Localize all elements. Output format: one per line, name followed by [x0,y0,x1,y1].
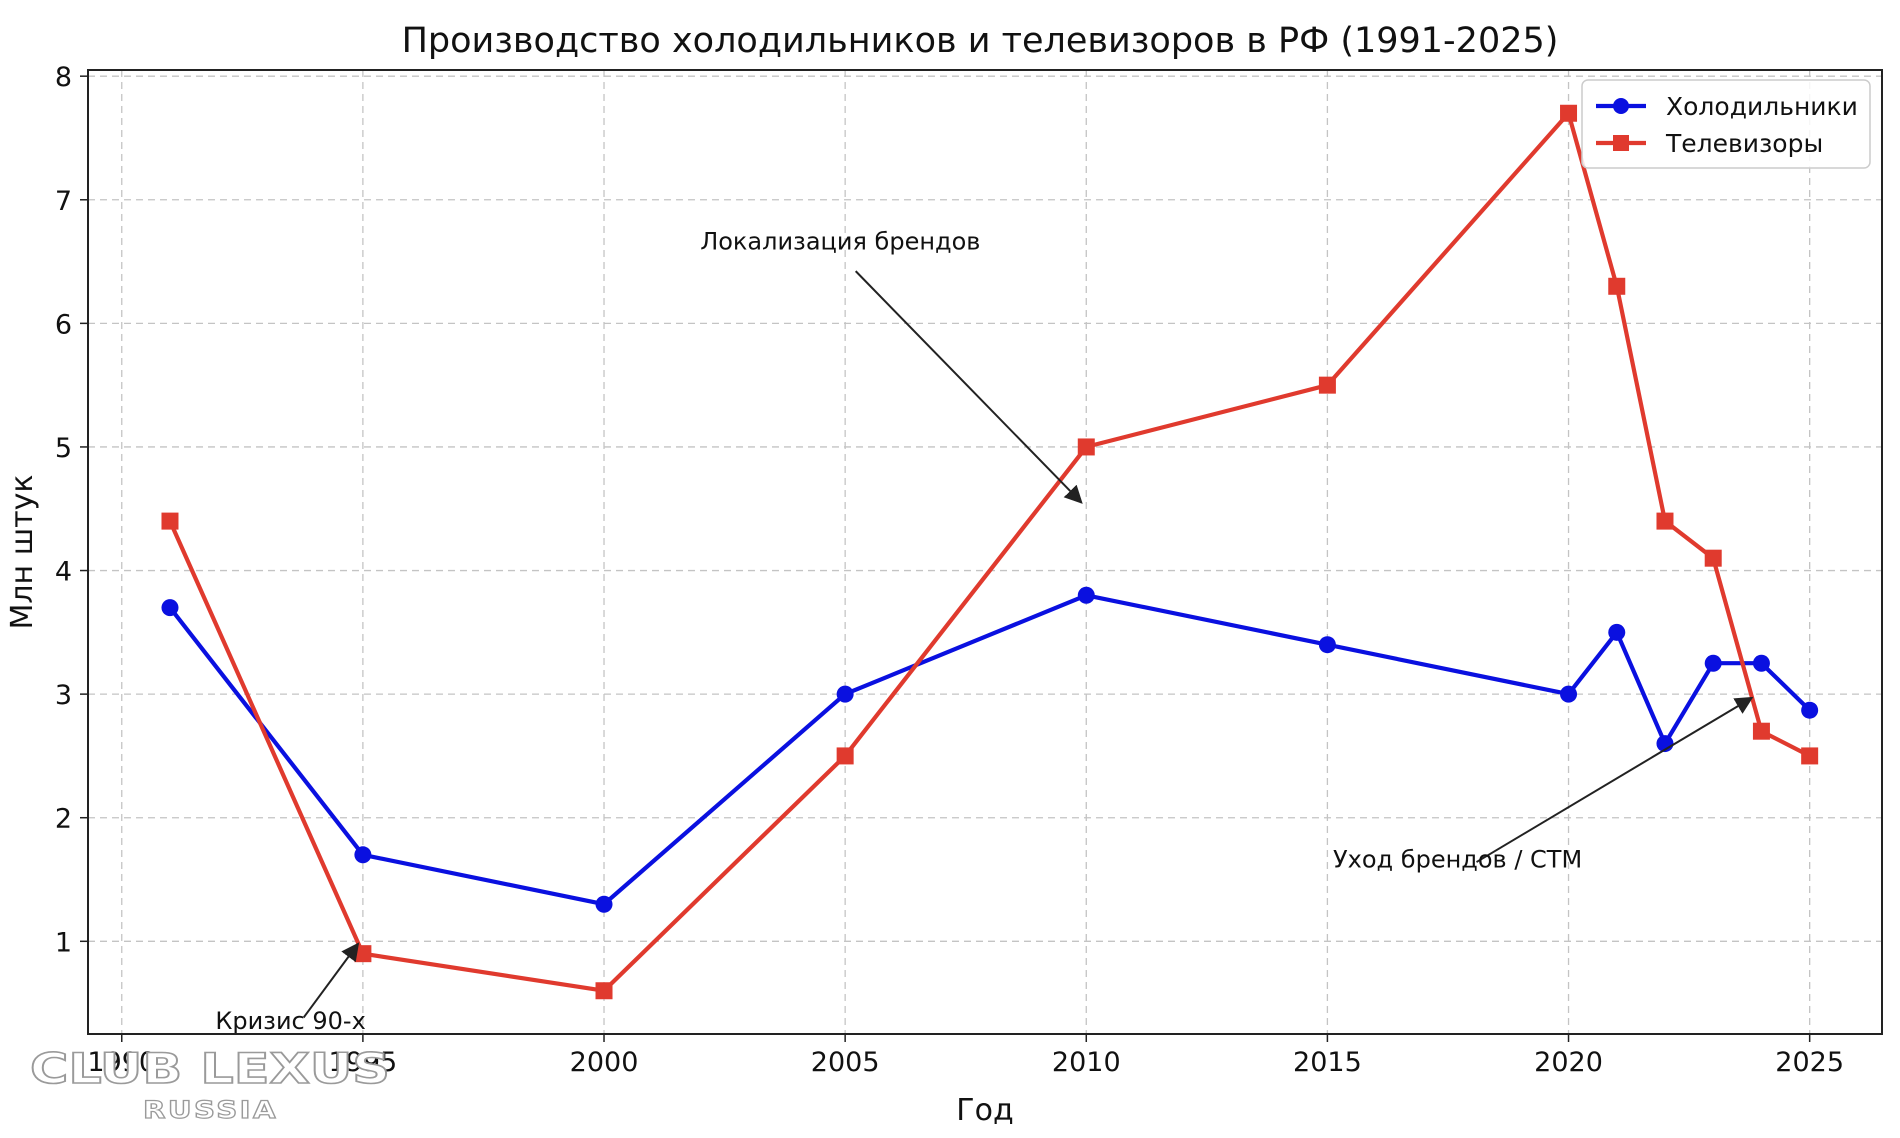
data-point [1560,685,1578,703]
annotation-arrow [1475,696,1754,863]
y-tick-label: 5 [55,433,72,464]
watermark-logo: CLUB LEXUS RUSSIA [29,1043,391,1124]
data-point [1801,747,1819,765]
data-point [1077,438,1095,456]
data-point [1318,636,1336,654]
legend-box [1581,79,1871,169]
annotation-label: Уход брендов / СТМ [1333,845,1582,873]
ticks-group: 1990 1995 2000 2005 2010 2015 2020 2025 1 2 3 4 5 6 7 8 [55,62,1844,1078]
data-point [595,982,613,1000]
data-point [1801,701,1819,719]
x-tick-label: 2000 [570,1047,639,1078]
legend-marker [1613,98,1629,114]
data-point [1560,104,1578,122]
legend-label: Телевизоры [1665,129,1823,158]
annotation-label: Локализация брендов [700,227,980,255]
y-axis-label: Млн штук [5,474,40,629]
y-tick-label: 3 [55,680,72,711]
data-point [595,895,613,913]
data-point [836,685,854,703]
annotation-arrow [854,270,1083,504]
data-point [1704,549,1722,567]
annotation-arrow [302,942,360,1019]
watermark-sub: RUSSIA [143,1096,278,1124]
data-point [1704,654,1722,672]
data-point [1608,277,1626,295]
data-point [1656,512,1674,530]
y-tick-label: 2 [55,804,72,835]
data-point [1608,623,1626,641]
legend: Холодильники Телевизоры [1581,79,1871,169]
annotations-group: Локализация брендов Уход брендов / СТМ Кри… [215,227,1754,1035]
data-point [836,747,854,765]
watermark-main: CLUB LEXUS [30,1044,390,1093]
data-point [161,599,179,617]
x-tick-label: 2015 [1293,1047,1362,1078]
data-point [1077,586,1095,604]
y-tick-label: 7 [55,186,72,217]
x-tick-label: 1995 [329,1047,398,1078]
data-point [1318,376,1336,394]
legend-label: Холодильники [1666,92,1858,121]
y-tick-label: 1 [55,927,72,958]
x-tick-label: 1990 [87,1047,156,1078]
legend-marker [1613,135,1629,151]
data-point [354,945,372,963]
x-tick-label: 2005 [811,1047,880,1078]
series-group [161,104,1819,1000]
x-axis-label: Год [956,1093,1013,1128]
data-point [1752,654,1770,672]
data-point [1752,722,1770,740]
chart-title: Производство холодильников и телевизоров… [402,21,1559,61]
grid [88,70,1882,1034]
annotation-label: Кризис 90-х [215,1007,365,1035]
y-tick-label: 8 [55,62,72,93]
x-tick-label: 2020 [1534,1047,1603,1078]
series-line-2 [167,111,1812,993]
y-tick-label: 4 [55,557,72,588]
y-tick-label: 6 [55,309,72,340]
x-tick-label: 2025 [1775,1047,1844,1078]
x-tick-label: 2010 [1052,1047,1121,1078]
plot-frame [87,69,1883,1035]
data-point [161,512,179,530]
data-point [354,846,372,864]
